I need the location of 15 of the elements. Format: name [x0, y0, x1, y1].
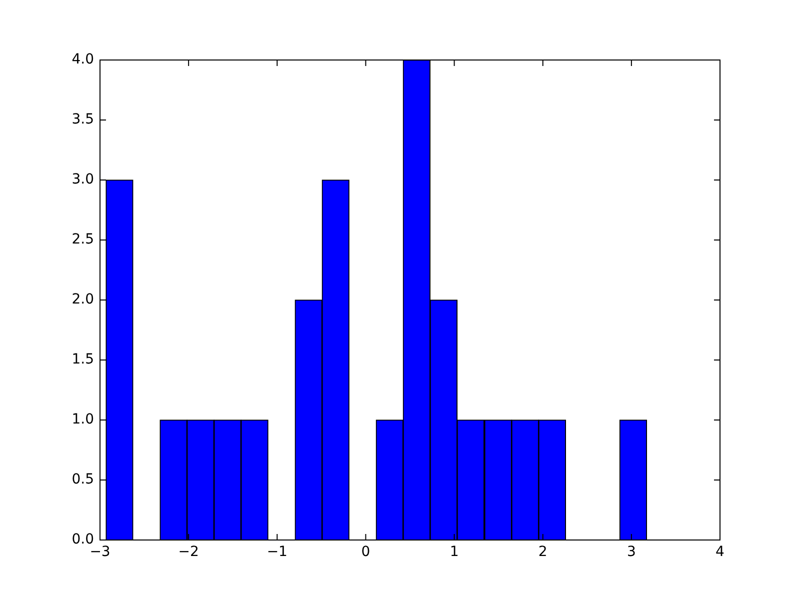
- x-tick-label: −1: [266, 544, 288, 560]
- y-tick-label: 1.5: [72, 352, 94, 368]
- y-tick-label: 3.5: [72, 112, 94, 128]
- x-tick-label: 4: [716, 544, 725, 560]
- y-tick-label: 1.0: [72, 412, 94, 428]
- y-tick-label: 3.0: [72, 172, 94, 188]
- x-tick-label: 3: [626, 544, 636, 560]
- x-tick-label: −2: [178, 544, 199, 560]
- x-tick-label: 2: [538, 544, 548, 560]
- y-tick-label: 4.0: [72, 52, 94, 68]
- x-tick-label: 0: [361, 544, 370, 560]
- y-tick-label: 0.5: [72, 472, 94, 488]
- x-tick-label: 1: [450, 544, 459, 560]
- y-tick-label: 2.0: [72, 292, 94, 308]
- y-tick-label: 2.5: [72, 232, 94, 248]
